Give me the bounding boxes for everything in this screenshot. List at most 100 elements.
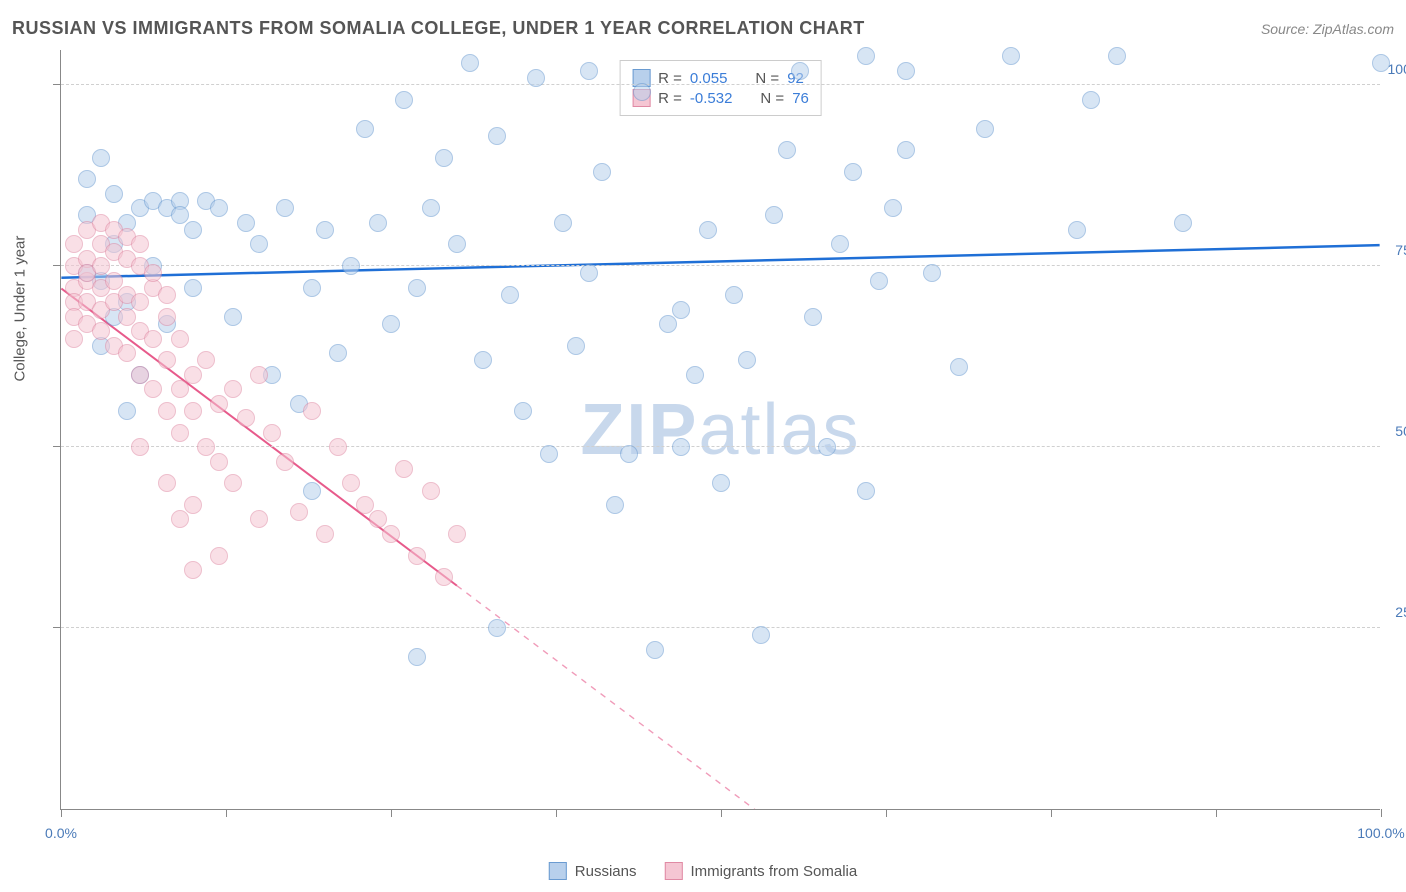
data-point xyxy=(65,330,83,348)
data-point xyxy=(765,206,783,224)
data-point xyxy=(92,322,110,340)
x-tick-label: 0.0% xyxy=(45,825,77,841)
x-tick xyxy=(721,809,722,817)
data-point xyxy=(1082,91,1100,109)
data-point xyxy=(118,344,136,362)
data-point xyxy=(250,366,268,384)
source-attribution: Source: ZipAtlas.com xyxy=(1261,21,1394,37)
y-axis-title: College, Under 1 year xyxy=(12,236,29,382)
data-point xyxy=(514,402,532,420)
data-point xyxy=(488,127,506,145)
data-point xyxy=(171,510,189,528)
data-point xyxy=(263,424,281,442)
data-point xyxy=(686,366,704,384)
data-point xyxy=(342,257,360,275)
data-point xyxy=(118,402,136,420)
data-point xyxy=(224,380,242,398)
data-point xyxy=(329,438,347,456)
data-point xyxy=(131,438,149,456)
n-value: 76 xyxy=(792,90,809,107)
data-point xyxy=(276,199,294,217)
data-point xyxy=(342,474,360,492)
data-point xyxy=(158,286,176,304)
data-point xyxy=(237,409,255,427)
series-legend-item: Immigrants from Somalia xyxy=(664,862,857,880)
data-point xyxy=(144,330,162,348)
data-point xyxy=(488,619,506,637)
data-point xyxy=(144,264,162,282)
data-point xyxy=(593,163,611,181)
data-point xyxy=(725,286,743,304)
data-point xyxy=(171,424,189,442)
data-point xyxy=(699,221,717,239)
data-point xyxy=(65,235,83,253)
gridline xyxy=(61,84,1380,85)
data-point xyxy=(1108,47,1126,65)
data-point xyxy=(250,510,268,528)
data-point xyxy=(395,460,413,478)
legend-swatch xyxy=(549,862,567,880)
gridline xyxy=(61,446,1380,447)
data-point xyxy=(382,525,400,543)
data-point xyxy=(329,344,347,362)
data-point xyxy=(184,561,202,579)
data-point xyxy=(448,235,466,253)
data-point xyxy=(672,301,690,319)
legend-swatch xyxy=(664,862,682,880)
data-point xyxy=(976,120,994,138)
data-point xyxy=(382,315,400,333)
data-point xyxy=(210,547,228,565)
data-point xyxy=(316,525,334,543)
trend-lines xyxy=(61,50,1380,809)
data-point xyxy=(448,525,466,543)
data-point xyxy=(461,54,479,72)
data-point xyxy=(422,199,440,217)
data-point xyxy=(818,438,836,456)
data-point xyxy=(118,308,136,326)
data-point xyxy=(105,272,123,290)
data-point xyxy=(1002,47,1020,65)
data-point xyxy=(870,272,888,290)
data-point xyxy=(78,170,96,188)
x-tick xyxy=(61,809,62,817)
data-point xyxy=(1372,54,1390,72)
source-name: ZipAtlas.com xyxy=(1313,21,1394,37)
data-point xyxy=(672,438,690,456)
data-point xyxy=(210,453,228,471)
data-point xyxy=(791,62,809,80)
data-point xyxy=(105,185,123,203)
gridline xyxy=(61,627,1380,628)
data-point xyxy=(210,395,228,413)
data-point xyxy=(527,69,545,87)
data-point xyxy=(250,235,268,253)
data-point xyxy=(567,337,585,355)
data-point xyxy=(290,503,308,521)
data-point xyxy=(620,445,638,463)
data-point xyxy=(158,474,176,492)
watermark-bold: ZIP xyxy=(580,390,698,470)
data-point xyxy=(303,482,321,500)
data-point xyxy=(92,257,110,275)
data-point xyxy=(923,264,941,282)
r-label: R = xyxy=(658,90,682,107)
data-point xyxy=(171,380,189,398)
data-point xyxy=(224,474,242,492)
data-point xyxy=(950,358,968,376)
data-point xyxy=(554,214,572,232)
data-point xyxy=(184,402,202,420)
data-point xyxy=(158,351,176,369)
data-point xyxy=(158,308,176,326)
data-point xyxy=(395,91,413,109)
data-point xyxy=(144,380,162,398)
y-tick xyxy=(53,446,61,447)
data-point xyxy=(210,199,228,217)
data-point xyxy=(408,547,426,565)
data-point xyxy=(224,308,242,326)
data-point xyxy=(884,199,902,217)
data-point xyxy=(184,279,202,297)
data-point xyxy=(197,351,215,369)
x-tick xyxy=(886,809,887,817)
data-point xyxy=(844,163,862,181)
data-point xyxy=(752,626,770,644)
data-point xyxy=(1174,214,1192,232)
